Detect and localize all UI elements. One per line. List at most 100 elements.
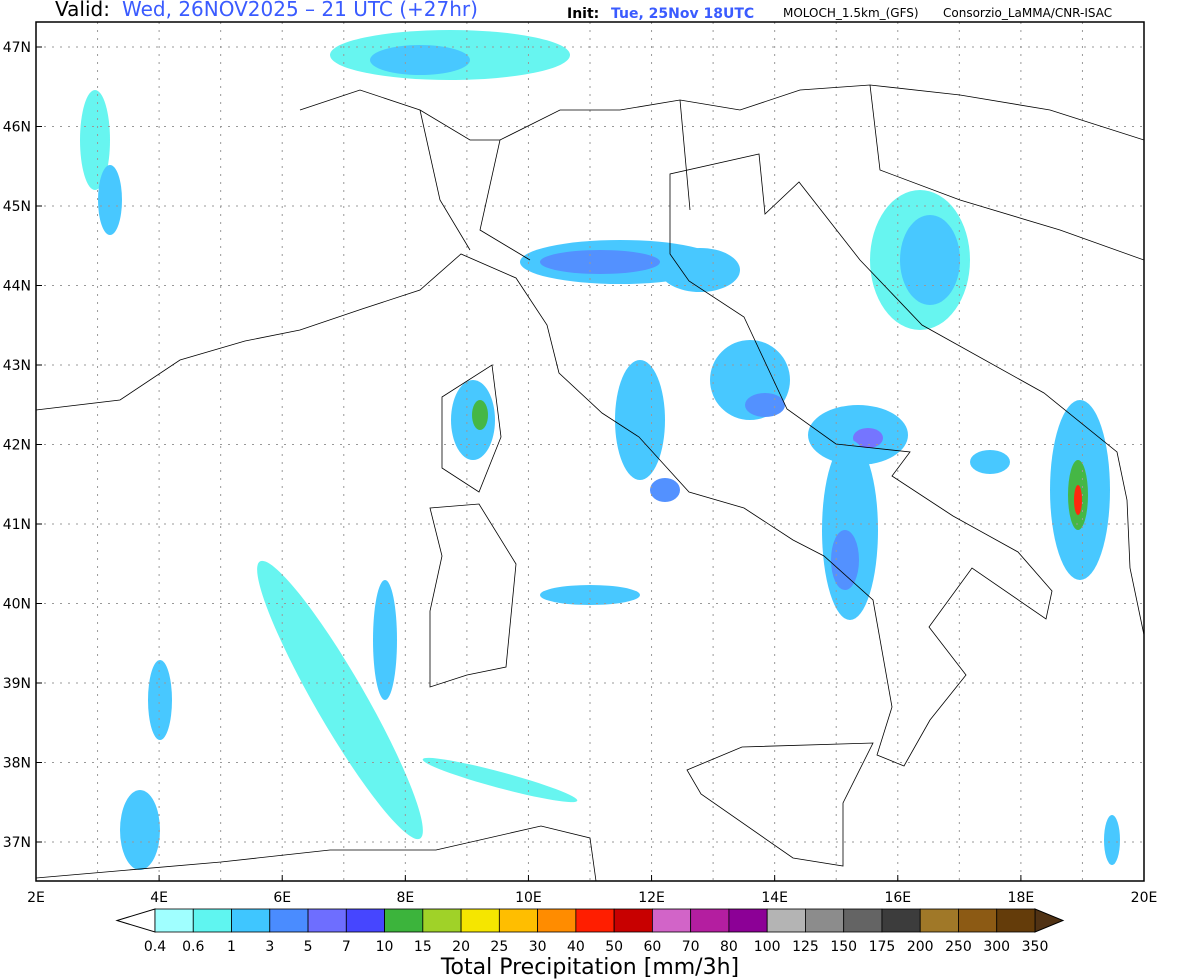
map-background: [36, 22, 1144, 881]
colorbar-bin: [154, 908, 194, 933]
colorbar-bin: [460, 908, 500, 933]
colorbar-label: 150: [830, 939, 857, 955]
colorbar-label: 25: [490, 939, 508, 955]
colorbar-over: [1034, 908, 1065, 933]
lat-label: 38N: [3, 756, 31, 772]
precip-area: [540, 250, 660, 274]
colorbar-bin: [269, 908, 309, 933]
colorbar-label: 125: [792, 939, 819, 955]
precip-area: [257, 560, 423, 840]
colorbar-label: 1: [227, 939, 236, 955]
lat-label: 40N: [3, 597, 31, 613]
colorbar-label: 15: [414, 939, 432, 955]
colorbar-under: [115, 908, 156, 933]
lon-label: 16E: [884, 890, 911, 906]
lon-label: 8E: [396, 890, 414, 906]
precip-area: [745, 393, 785, 417]
colorbar-bin: [881, 908, 921, 933]
map-area: [36, 22, 1144, 881]
precip-area: [900, 215, 960, 305]
colorbar-label: 0.6: [182, 939, 204, 955]
colorbar-bin: [537, 908, 577, 933]
graticule: [36, 22, 1144, 881]
colorbar-label: 60: [643, 939, 661, 955]
colorbar-bin: [384, 908, 424, 933]
colorbar-bin: [958, 908, 998, 933]
lon-label: 6E: [273, 890, 291, 906]
colorbar-bin: [651, 908, 692, 933]
precipitation: [80, 30, 1120, 870]
coastlines: [36, 84, 1144, 881]
colorbar-bin: [919, 908, 959, 933]
colorbar-title: Total Precipitation [mm/3h]: [440, 955, 739, 980]
colorbar-label: 175: [869, 939, 896, 955]
lat-label: 42N: [3, 438, 31, 454]
valid-label: Valid:: [55, 0, 110, 21]
precip-area: [1104, 815, 1120, 865]
lat-label: 45N: [3, 199, 31, 215]
colorbar-bin: [996, 908, 1036, 933]
colorbar-bin: [192, 908, 232, 933]
coastline: [441, 364, 502, 493]
precip-area: [650, 478, 680, 502]
coastline: [36, 825, 597, 881]
colorbar-label: 20: [452, 939, 470, 955]
colorbar-label: 250: [945, 939, 972, 955]
lon-label: 10E: [515, 890, 542, 906]
colorbar-bin: [231, 908, 271, 933]
colorbar-bin: [843, 908, 883, 933]
precip-area: [540, 585, 640, 605]
colorbar-bin: [422, 908, 462, 933]
precip-area: [970, 450, 1010, 474]
colorbar-bin: [805, 908, 845, 933]
precip-area: [660, 248, 740, 292]
colorbar-label: 3: [265, 939, 274, 955]
colorbar-label: 100: [754, 939, 781, 955]
precip-area: [370, 45, 470, 75]
precip-area: [148, 660, 172, 740]
valid-time: Wed, 26NOV2025 – 21 UTC (+27hr): [122, 0, 478, 21]
precip-area: [822, 440, 878, 620]
colorbar-bin: [728, 908, 768, 933]
lat-label: 46N: [3, 120, 31, 136]
precip-area: [80, 90, 110, 190]
coastline: [429, 503, 517, 688]
colorbar-label: 10: [376, 939, 394, 955]
precip-area: [422, 757, 578, 803]
colorbar-label: 0.4: [144, 939, 166, 955]
colorbar-bin: [613, 908, 653, 933]
colorbar-label: 70: [682, 939, 700, 955]
colorbar-bin: [345, 908, 385, 933]
colorbar-label: 30: [529, 939, 547, 955]
precip-area: [853, 428, 883, 448]
lat-label: 41N: [3, 517, 31, 533]
lon-label: 4E: [150, 890, 168, 906]
lon-label: 14E: [761, 890, 788, 906]
colorbar-bin: [575, 908, 615, 933]
lon-label: 12E: [638, 890, 665, 906]
colorbar-bin: [498, 908, 539, 933]
coastline: [36, 153, 1144, 767]
lat-label: 47N: [3, 40, 31, 56]
colorbar-label: 300: [983, 939, 1010, 955]
lat-label: 37N: [3, 835, 31, 851]
precip-area: [831, 530, 859, 590]
precip-area: [373, 580, 397, 700]
colorbar-bin: [766, 908, 806, 933]
credit: Consorzio_LaMMA/CNR-ISAC: [943, 6, 1112, 20]
lon-label: 2E: [27, 890, 45, 906]
init-time: Tue, 25Nov 18UTC: [611, 6, 754, 22]
lon-label: 20E: [1131, 890, 1158, 906]
colorbar: 0.4 0.6 1 3 5 7 10 15 20 25 30 40 50 60 70 80 100 125 150 1…: [115, 908, 1065, 955]
precip-area: [1074, 485, 1082, 515]
precip-area: [615, 360, 665, 480]
precip-area: [120, 790, 160, 870]
colorbar-label: 350: [1022, 939, 1049, 955]
model-name: MOLOCH_1.5km_(GFS): [783, 6, 919, 20]
coastline: [686, 742, 874, 867]
lat-label: 39N: [3, 676, 31, 692]
init-label: Init:: [567, 6, 599, 22]
lat-label: 44N: [3, 279, 31, 295]
